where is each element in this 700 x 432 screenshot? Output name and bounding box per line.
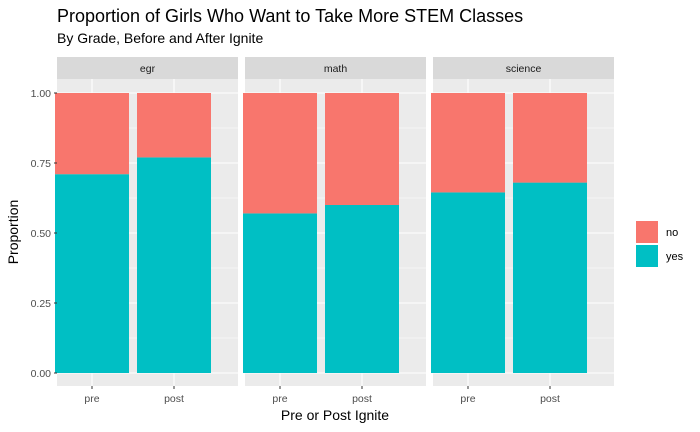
facet-strip — [57, 57, 238, 79]
y-axis: 0.00 0.25 0.50 0.75 1.00 — [31, 88, 57, 380]
legend-label-yes: yes — [666, 251, 684, 263]
bar-no-pre — [431, 93, 505, 193]
x-axis-title: Pre or Post Ignite — [281, 407, 389, 423]
facet-strip-label: math — [324, 63, 348, 75]
legend: no yes — [636, 221, 684, 267]
facet-panel-science: science pre post — [431, 57, 614, 405]
bar-yes-post — [325, 205, 399, 373]
bar-yes-pre — [431, 192, 505, 373]
x-tick-label: post — [164, 393, 184, 405]
facet-strip — [433, 57, 614, 79]
chart-subtitle: By Grade, Before and After Ignite — [57, 30, 263, 46]
y-tick-label: 0.25 — [31, 298, 52, 310]
x-tick-label: post — [540, 393, 560, 405]
legend-label-no: no — [666, 227, 678, 239]
x-tick-label: pre — [460, 393, 475, 405]
facet-strip-label: egr — [140, 63, 156, 75]
facet-panel-egr: egr pre post — [55, 57, 238, 405]
bar-no-pre — [55, 93, 129, 175]
facet-strip — [245, 57, 426, 79]
bar-yes-post — [513, 182, 587, 373]
facet-panel-math: math pre post — [243, 57, 426, 405]
bar-yes-post — [137, 157, 211, 373]
y-tick-label: 0.75 — [31, 158, 52, 170]
x-tick-label: post — [352, 393, 372, 405]
bar-no-post — [513, 93, 587, 183]
y-tick-label: 0.00 — [31, 368, 52, 380]
bar-yes-pre — [243, 213, 317, 373]
bar-no-post — [137, 93, 211, 158]
legend-key-yes — [636, 245, 658, 267]
bar-yes-pre — [55, 174, 129, 373]
y-axis-title: Proportion — [5, 200, 21, 265]
chart-title: Proportion of Girls Who Want to Take Mor… — [57, 6, 523, 26]
y-tick-label: 1.00 — [31, 88, 52, 100]
bar-no-post — [325, 93, 399, 205]
x-tick-label: pre — [84, 393, 99, 405]
bar-no-pre — [243, 93, 317, 214]
x-tick-label: pre — [272, 393, 287, 405]
y-tick-label: 0.50 — [31, 228, 52, 240]
legend-key-no — [636, 221, 658, 243]
facet-strip-label: science — [506, 63, 542, 75]
panels-layer: egr pre post math pre post science pre post — [55, 57, 614, 405]
